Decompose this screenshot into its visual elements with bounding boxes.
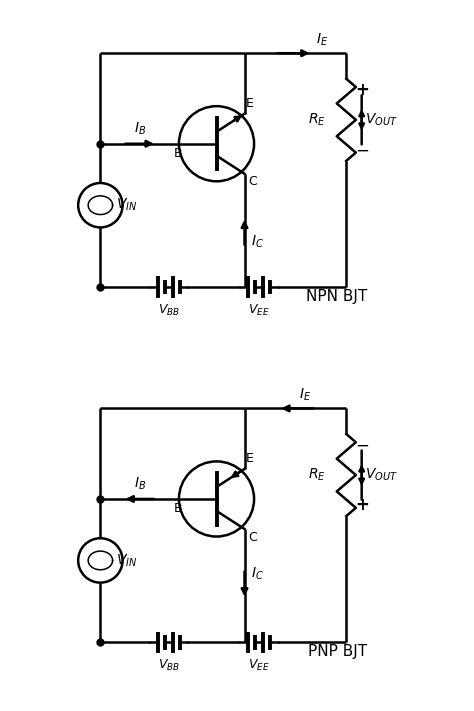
Text: $V_{IN}$: $V_{IN}$ [116,197,137,213]
Text: C: C [248,530,257,544]
Text: $-$: $-$ [355,141,369,159]
Text: $I_B$: $I_B$ [134,120,146,137]
Text: $I_C$: $I_C$ [251,566,264,582]
Text: +: + [355,496,369,514]
Text: B: B [174,503,182,515]
Text: $V_{OUT}$: $V_{OUT}$ [365,112,398,128]
Text: E: E [246,97,254,109]
Text: B: B [174,147,182,160]
Text: +: + [355,80,369,99]
Text: C: C [248,176,257,188]
Text: $V_{BB}$: $V_{BB}$ [158,658,180,673]
Text: $R_E$: $R_E$ [308,467,326,483]
Text: $V_{OUT}$: $V_{OUT}$ [365,467,398,483]
Text: $I_E$: $I_E$ [299,387,311,403]
Text: $I_C$: $I_C$ [251,234,264,250]
Text: $V_{IN}$: $V_{IN}$ [116,552,137,569]
Text: NPN BJT: NPN BJT [306,289,367,304]
Text: $I_B$: $I_B$ [134,476,146,492]
Text: $R_E$: $R_E$ [308,112,326,128]
Text: $V_{EE}$: $V_{EE}$ [248,658,270,673]
Text: $I_E$: $I_E$ [316,32,328,48]
Text: $V_{EE}$: $V_{EE}$ [248,303,270,318]
Text: E: E [246,451,254,465]
Text: $V_{BB}$: $V_{BB}$ [158,303,180,318]
Text: $-$: $-$ [355,436,369,454]
Text: PNP BJT: PNP BJT [308,644,367,660]
